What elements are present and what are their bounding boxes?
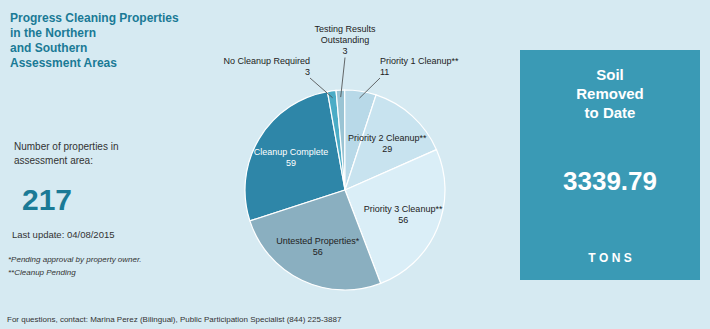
data-label-line: 29	[382, 144, 392, 154]
pie	[245, 90, 445, 290]
title-line: in the Northern	[10, 26, 96, 40]
info-box	[520, 50, 700, 280]
data-label-line: Testing Results	[314, 24, 376, 34]
title: Progress Cleaning Propertiesin the North…	[10, 11, 179, 70]
annotation-line: *Pending approval by property owner.	[8, 255, 142, 264]
annotation-line: **Cleanup Pending	[8, 268, 76, 277]
pie-slice	[250, 190, 381, 290]
annotation: 217	[22, 183, 72, 216]
data-label-line: 3	[342, 46, 347, 56]
data-label-line: Priority 1 Cleanup**	[380, 56, 459, 66]
data-label-line: 3	[305, 67, 310, 77]
data-label: Untested Properties*56	[276, 236, 360, 257]
data-label: Priority 3 Cleanup**56	[364, 204, 443, 225]
annotation: T O N S	[588, 251, 631, 265]
pie-slice	[327, 90, 345, 190]
annotation-line: Last update: 04/08/2015	[12, 229, 114, 240]
data-label: No Cleanup Required3	[223, 56, 310, 77]
annotation-line: Soil	[596, 66, 624, 83]
data-label-line: No Cleanup Required	[223, 56, 310, 66]
data-label-line: Priority 3 Cleanup**	[364, 204, 443, 214]
annotation-line: to Date	[585, 104, 636, 121]
pie-slice	[336, 90, 345, 190]
data-label: Cleanup Complete59	[254, 147, 329, 168]
data-label-line: Outstanding	[321, 35, 370, 45]
chart: Progress Cleaning Propertiesin the North…	[0, 0, 710, 329]
annotation: Soil Removed to Date	[576, 66, 644, 121]
data-label-line: 59	[286, 158, 296, 168]
data-label-line: Cleanup Complete	[254, 147, 329, 157]
annotation-line: assessment area:	[14, 155, 93, 166]
annotation: *Pending approval by property owner.	[8, 255, 142, 264]
leader-line	[310, 78, 333, 98]
title-line: Progress Cleaning Properties	[10, 11, 179, 25]
annotation-line: T O N S	[588, 251, 631, 265]
annotation-line: Number of properties in	[14, 141, 119, 152]
data-label: Testing ResultsOutstanding3	[314, 24, 376, 56]
data-label-line: 56	[313, 247, 323, 257]
annotation: Number of properties in assessment area:	[14, 141, 119, 166]
background	[0, 0, 710, 329]
annotation: 3339.79	[563, 166, 657, 196]
leader-line	[341, 58, 345, 98]
annotation: Last update: 04/08/2015	[12, 229, 114, 240]
footer-line: For questions, contact: Marina Perez (Bi…	[7, 315, 342, 324]
footer: For questions, contact: Marina Perez (Bi…	[7, 315, 342, 324]
data-label: Priority 1 Cleanup**11	[380, 56, 459, 77]
title-line: and Southern	[10, 41, 87, 55]
annotation-line: Removed	[576, 85, 644, 102]
data-label-line: Priority 2 Cleanup**	[348, 133, 427, 143]
leader-line	[359, 78, 380, 98]
annotation-line: 3339.79	[563, 166, 657, 196]
title-line: Assessment Areas	[10, 56, 117, 70]
data-label: Priority 2 Cleanup**29	[348, 133, 427, 154]
annotation-line: 217	[22, 183, 72, 216]
data-label-line: Untested Properties*	[276, 236, 360, 246]
data-label-line: 56	[398, 215, 408, 225]
data-label-line: 11	[380, 67, 389, 77]
annotation: **Cleanup Pending	[8, 268, 76, 277]
